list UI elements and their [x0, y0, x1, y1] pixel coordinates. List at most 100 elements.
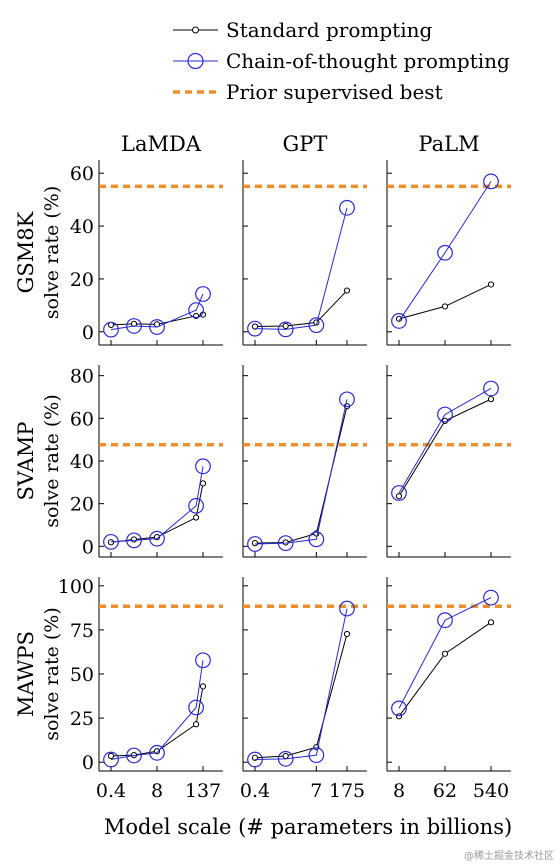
y-tick-label: 100	[58, 576, 94, 598]
panel-mawps-gpt: 0.4 7 175	[240, 577, 367, 802]
y-tick-label: 25	[70, 708, 94, 730]
y-tick-label: 20	[70, 494, 94, 516]
cot-prompting-point	[483, 380, 499, 397]
standard-prompting-point	[193, 514, 200, 521]
standard-prompting-point	[441, 417, 449, 424]
cot-prompting-point	[437, 406, 453, 423]
standard-prompting-point	[251, 540, 259, 547]
x-axis-label: Model scale (# parameters in billions)	[104, 815, 512, 839]
cot-prompting-line	[398, 181, 492, 322]
cot-prompting-point	[277, 535, 294, 552]
cot-prompting-line	[398, 597, 492, 709]
cot-prompting-point	[308, 531, 325, 548]
cot-prompting-point	[247, 536, 263, 552]
x-tick-label: 8	[393, 780, 405, 802]
y-tick-label: 0	[82, 536, 94, 558]
y-tick-label: 0	[82, 322, 94, 344]
legend-standard-marker	[192, 26, 199, 34]
y-tick-label: 40	[70, 451, 94, 473]
cot-prompting-point	[391, 485, 407, 501]
cot-prompting-point	[277, 750, 294, 767]
cot-prompting-point	[247, 320, 263, 337]
cot-prompting-line	[254, 207, 348, 330]
cot-prompting-point	[339, 199, 355, 216]
panel-svamp-palm	[386, 365, 511, 558]
panel-gsm8k-lamda: 0 20 40 60	[70, 160, 223, 346]
cot-prompting-point	[149, 319, 165, 335]
panel-gsm8k-palm	[386, 160, 511, 346]
standard-prompting-line	[254, 406, 348, 544]
column-title-gpt: GPT	[283, 132, 328, 156]
cot-prompting-line	[254, 399, 348, 545]
standard-prompting-point	[441, 303, 449, 310]
standard-prompting-point	[282, 322, 289, 330]
standard-prompting-point	[193, 721, 200, 728]
legend-prior-label: Prior supervised best	[226, 80, 443, 104]
standard-prompting-point	[395, 315, 403, 322]
standard-prompting-point	[441, 650, 449, 657]
cot-prompting-point	[195, 652, 211, 669]
cot-prompting-point	[483, 589, 499, 606]
y-tick-label: 60	[70, 408, 94, 430]
standard-prompting-line	[398, 621, 492, 717]
legend: Standard prompting Chain-of-thought promp…	[173, 18, 510, 104]
standard-prompting-point	[199, 480, 207, 487]
x-tick-label: 8	[151, 780, 163, 802]
cot-prompting-point	[103, 321, 119, 338]
cot-prompting-point	[126, 318, 142, 334]
standard-prompting-point	[282, 752, 289, 760]
x-tick-label: 0.4	[96, 780, 126, 802]
standard-prompting-line	[254, 290, 348, 327]
standard-prompting-point	[487, 619, 495, 626]
panel-mawps-lamda: 0 25 50 75 100 0.4 8 137	[58, 576, 223, 802]
cot-prompting-point	[339, 391, 355, 408]
standard-prompting-line	[398, 398, 492, 497]
x-tick-label: 175	[329, 780, 365, 802]
x-tick-label: 137	[185, 780, 221, 802]
panel-svamp-lamda: 0 20 40 60 80	[70, 365, 223, 558]
cot-prompting-point	[391, 700, 407, 717]
y-tick-label: 0	[82, 752, 94, 774]
panel-svamp-gpt	[242, 365, 367, 558]
x-tick-label: 7	[310, 780, 322, 802]
column-title-lamda: LaMDA	[121, 132, 202, 156]
standard-prompting-point	[395, 713, 403, 720]
panel-mawps-palm: 8 62 540	[386, 577, 511, 802]
cot-prompting-point	[126, 747, 142, 764]
cot-prompting-point	[188, 302, 205, 319]
cot-prompting-point	[126, 532, 142, 549]
legend-cot-marker	[187, 52, 204, 70]
standard-prompting-point	[395, 493, 403, 500]
y-tick-label: 80	[70, 366, 94, 388]
y-tick-label: 20	[70, 269, 94, 291]
cot-prompting-point	[277, 321, 294, 338]
cot-prompting-point	[483, 173, 499, 190]
panel-gsm8k-gpt	[242, 160, 367, 346]
standard-prompting-point	[487, 396, 495, 403]
y-tick-label: 40	[70, 216, 94, 238]
y-axis-label-gsm8k: solve rate (%)	[41, 186, 63, 320]
row-title-mawps: MAWPS	[14, 631, 38, 717]
cot-prompting-point	[188, 497, 205, 514]
column-title-palm: PaLM	[418, 132, 479, 156]
standard-prompting-point	[107, 752, 115, 760]
column-titles: LaMDA GPT PaLM	[121, 132, 480, 156]
cot-prompting-line	[254, 608, 348, 761]
y-axis-label-svamp: solve rate (%)	[41, 394, 63, 528]
standard-prompting-point	[487, 281, 495, 288]
cot-prompting-point	[103, 751, 119, 768]
cot-prompting-point	[308, 317, 325, 334]
y-tick-label: 60	[70, 163, 94, 185]
cot-prompting-point	[339, 600, 355, 617]
cot-prompting-point	[391, 313, 407, 329]
row-titles: GSM8K solve rate (%)SVAMP solve rate (%)MA…	[14, 186, 63, 741]
standard-prompting-point	[130, 536, 138, 543]
row-title-gsm8k: GSM8K	[14, 211, 38, 293]
legend-standard-label: Standard prompting	[226, 18, 432, 42]
standard-prompting-point	[343, 287, 351, 294]
y-tick-label: 50	[70, 664, 94, 686]
y-axis-label-mawps: solve rate (%)	[41, 607, 63, 741]
x-tick-label: 540	[473, 780, 509, 802]
cot-prompting-point	[149, 744, 165, 761]
standard-prompting-point	[343, 630, 351, 638]
